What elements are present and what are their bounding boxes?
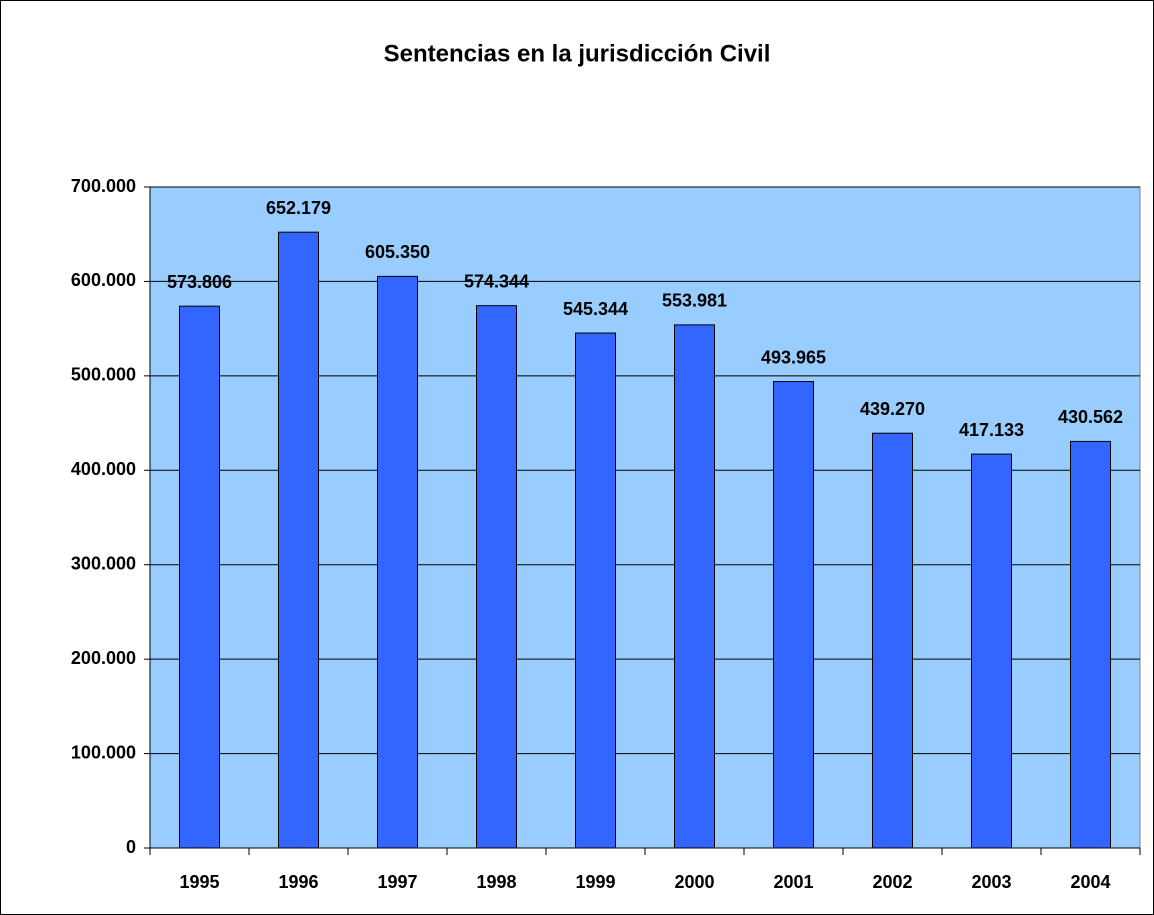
data-label: 545.344 <box>563 299 628 319</box>
data-label: 430.562 <box>1058 407 1123 427</box>
data-label: 574.344 <box>464 271 529 291</box>
y-tick-label: 700.000 <box>71 176 136 196</box>
bar <box>872 432 913 849</box>
y-tick-label: 300.000 <box>71 553 136 573</box>
bar <box>179 305 220 849</box>
x-tick-label: 1998 <box>476 872 516 892</box>
data-label: 573.806 <box>167 272 232 292</box>
x-tick-label: 2002 <box>872 872 912 892</box>
chart-title: Sentencias en la jurisdicción Civil <box>384 40 771 67</box>
x-tick-label: 2000 <box>674 872 714 892</box>
bar <box>575 332 616 849</box>
x-tick-label: 1999 <box>575 872 615 892</box>
bar <box>476 305 517 849</box>
bar <box>1070 440 1111 849</box>
y-tick-label: 400.000 <box>71 459 136 479</box>
data-label: 605.350 <box>365 242 430 262</box>
data-label: 553.981 <box>662 291 727 311</box>
x-tick-label: 1995 <box>179 872 219 892</box>
y-tick-label: 500.000 <box>71 365 136 385</box>
y-tick-label: 0 <box>126 837 136 857</box>
y-tick-label: 200.000 <box>71 648 136 668</box>
x-tick-label: 2004 <box>1070 872 1110 892</box>
bar <box>278 231 319 849</box>
bar <box>773 381 814 849</box>
bar <box>971 453 1012 849</box>
x-tick-label: 1996 <box>278 872 318 892</box>
bar <box>674 324 715 849</box>
x-tick-label: 2003 <box>971 872 1011 892</box>
data-label: 493.965 <box>761 347 826 367</box>
x-tick-label: 2001 <box>773 872 813 892</box>
y-tick-label: 100.000 <box>71 742 136 762</box>
x-tick-label: 1997 <box>377 872 417 892</box>
data-label: 417.133 <box>959 420 1024 440</box>
data-label: 439.270 <box>860 399 925 419</box>
data-label: 652.179 <box>266 198 331 218</box>
bar <box>377 275 418 849</box>
y-tick-label: 600.000 <box>71 270 136 290</box>
